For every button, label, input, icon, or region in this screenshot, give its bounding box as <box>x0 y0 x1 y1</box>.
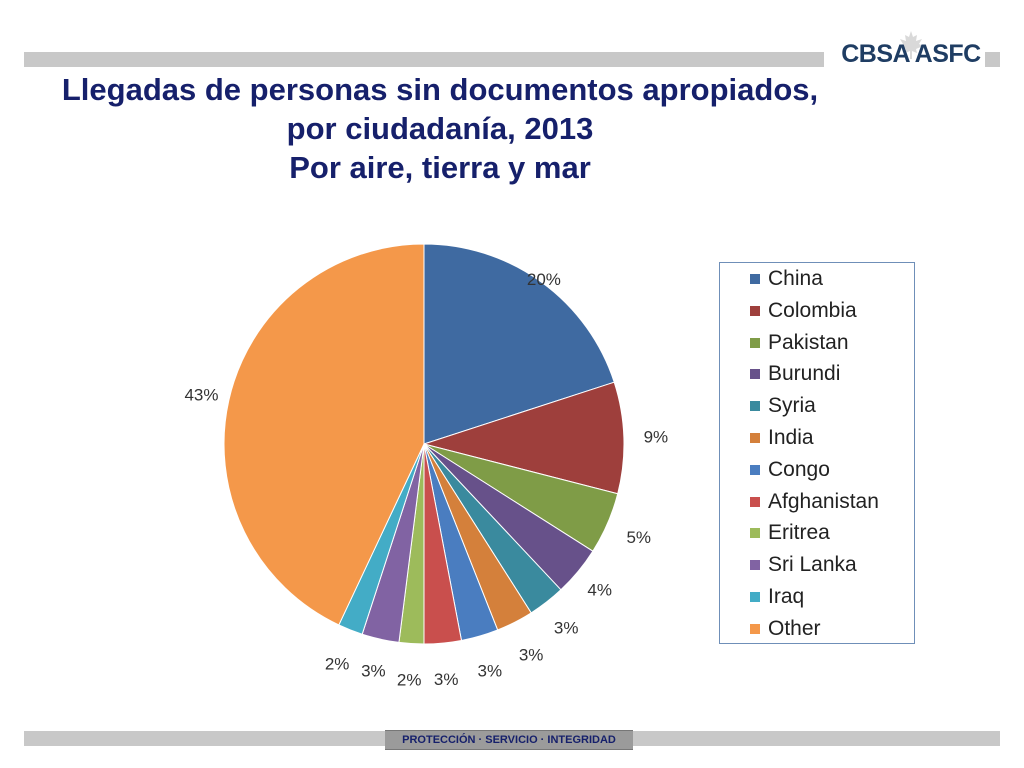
title-line-2: por ciudadanía, 2013 <box>286 111 594 146</box>
legend-item-pakistan: Pakistan <box>750 331 849 355</box>
legend-label: Eritrea <box>768 521 830 545</box>
legend-swatch <box>750 369 760 380</box>
legend-swatch <box>750 401 760 412</box>
legend-label: Afghanistan <box>768 489 879 513</box>
legend-swatch <box>750 496 760 507</box>
data-label-iraq: 2% <box>325 654 350 673</box>
legend-label: Colombia <box>768 298 857 322</box>
title-line-1: Llegadas de personas sin documentos apro… <box>61 72 819 107</box>
legend-swatch <box>750 305 760 316</box>
legend-label: Congo <box>768 457 830 481</box>
legend-item-congo: Congo <box>750 458 830 482</box>
data-label-burundi: 4% <box>587 580 612 599</box>
legend-item-india: India <box>750 426 814 450</box>
legend-label: Other <box>768 616 821 640</box>
legend-label: Burundi <box>768 362 841 386</box>
legend-item-iraq: Iraq <box>750 585 804 609</box>
cbsa-asfc-logo: CBSA ASFC <box>836 30 986 74</box>
legend-label: Syria <box>768 394 816 418</box>
legend-item-colombia: Colombia <box>750 299 857 323</box>
legend-swatch <box>750 623 760 634</box>
pie-slice-colombia <box>422 381 625 495</box>
legend-label: Sri Lanka <box>768 553 857 577</box>
legend-swatch <box>750 433 760 443</box>
legend-swatch <box>750 560 760 571</box>
legend-swatch <box>750 592 760 602</box>
data-label-afghanistan: 3% <box>434 670 459 689</box>
legend-item-eritrea: Eritrea <box>750 521 830 545</box>
legend-label: Iraq <box>768 585 805 608</box>
legend-label: Pakistan <box>768 330 849 354</box>
footer-motto: PROTECCIÓN · SERVICIO · INTEGRIDAD <box>385 730 633 750</box>
data-label-eritrea: 2% <box>397 671 422 690</box>
data-label-sri-lanka: 3% <box>361 661 386 680</box>
legend-swatch <box>750 464 760 475</box>
legend-swatch <box>750 337 760 348</box>
chart-legend: China Colombia Pakistan Burundi Syria India Co… <box>719 262 915 644</box>
legend-swatch <box>750 274 760 284</box>
legend-item-burundi: Burundi <box>750 362 840 386</box>
legend-item-afghanistan: Afghanistan <box>750 490 879 514</box>
data-label-syria: 3% <box>554 618 579 637</box>
title-line-3: Por aire, tierra y mar <box>289 150 591 185</box>
legend-swatch <box>750 528 760 539</box>
legend-label: China <box>768 267 823 290</box>
pie-slice-other <box>223 243 425 626</box>
header-bar <box>24 52 824 67</box>
legend-item-china: China <box>750 267 823 291</box>
data-label-india: 3% <box>519 645 544 664</box>
chart-title: Llegadas de personas sin documentos apro… <box>60 70 820 187</box>
data-label-pakistan: 5% <box>626 528 651 547</box>
data-label-congo: 3% <box>478 662 503 681</box>
data-label-colombia: 9% <box>644 428 669 447</box>
legend-item-other: Other <box>750 617 821 641</box>
legend-label: India <box>768 426 814 449</box>
maple-leaf-icon <box>899 31 923 59</box>
legend-item-sri-lanka: Sri Lanka <box>750 553 857 577</box>
data-label-china: 20% <box>527 270 561 289</box>
pie-slice-china <box>423 243 615 445</box>
header-bar-end <box>985 52 1000 67</box>
legend-item-syria: Syria <box>750 394 816 418</box>
logo-text: CBSA ASFC <box>841 40 981 68</box>
data-label-other: 43% <box>184 385 218 404</box>
